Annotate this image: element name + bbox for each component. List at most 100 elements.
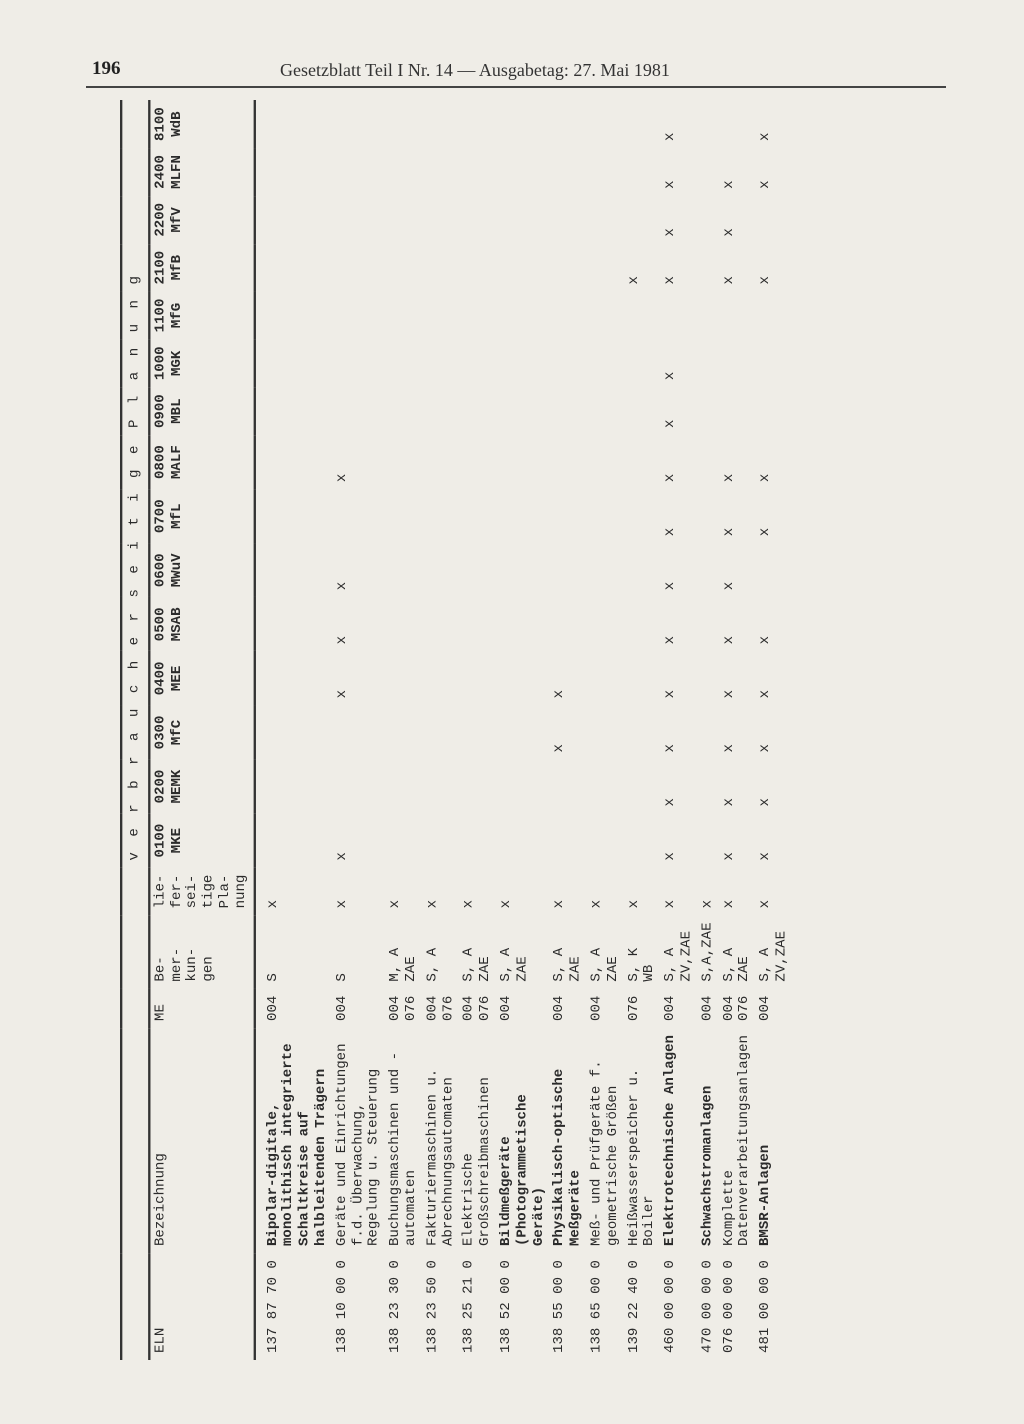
cell-bez: Bildmeßgeräte (Photogrammetische Geräte) (496, 1028, 549, 1253)
table-row: 138 10 00 0Geräte und Einrichtungen f.d.… (332, 100, 385, 1360)
cell-lief: x (660, 868, 697, 916)
cell-c0600 (459, 543, 496, 597)
cell-c2400: x (755, 148, 792, 196)
cell-me: 004 (586, 989, 623, 1028)
col-header-c0600: 0600 MWuV (149, 543, 254, 597)
cell-c1000 (422, 339, 459, 387)
col-header-c8100: 8100 WdB (149, 100, 254, 148)
cell-c1000 (332, 339, 385, 387)
group-header-planung: P l a n u n g (121, 100, 149, 435)
cell-c0700: x (718, 489, 755, 543)
rotated-table-wrap: v e r b r a u c h e r s e i t i g eP l a… (120, 100, 792, 1360)
cell-c0500: x (755, 597, 792, 651)
cell-lief: x (549, 868, 586, 916)
cell-c2100 (385, 244, 422, 292)
cell-c0700 (549, 489, 586, 543)
cell-c0800 (549, 435, 586, 489)
cell-c0900 (422, 387, 459, 435)
table-row: 076 00 00 0Komplette Datenverarbeitungsa… (718, 100, 755, 1360)
cell-c0700 (623, 489, 660, 543)
table-row: 138 23 30 0Buchungsmaschinen und -automa… (385, 100, 422, 1360)
cell-c0600 (549, 543, 586, 597)
header-rule (86, 86, 946, 88)
col-header-c0300: 0300 MfC (149, 705, 254, 759)
cell-c8100 (496, 100, 549, 148)
cell-c0400 (422, 651, 459, 705)
cell-c0500 (459, 597, 496, 651)
cell-bez: Elektrische Großschreibmaschinen (459, 1028, 496, 1253)
cell-c0400 (586, 651, 623, 705)
cell-c0400 (496, 651, 549, 705)
cell-c0800: x (660, 435, 697, 489)
cell-c0300 (623, 705, 660, 759)
cell-bem: S, A ZAE (459, 915, 496, 988)
cell-c2200 (755, 196, 792, 244)
cell-bez: Komplette Datenverarbeitungsanlagen (718, 1028, 755, 1253)
cell-c2200 (332, 196, 385, 244)
cell-c1000 (459, 339, 496, 387)
running-header: Gesetzblatt Teil I Nr. 14 — Ausgabetag: … (280, 60, 670, 81)
cell-c2100 (254, 244, 332, 292)
cell-c1000: x (660, 339, 697, 387)
cell-c0600: x (660, 543, 697, 597)
col-header-bez: Bezeichnung (149, 1028, 254, 1253)
col-header-c0500: 0500 MSAB (149, 597, 254, 651)
cell-c0100 (586, 814, 623, 868)
cell-c2400: x (718, 148, 755, 196)
cell-eln: 460 00 00 0 (660, 1253, 697, 1360)
cell-c0800 (586, 435, 623, 489)
cell-c2100: x (718, 244, 755, 292)
col-header-eln: ELN (149, 1253, 254, 1360)
cell-lief: x (459, 868, 496, 916)
cell-c2100: x (623, 244, 660, 292)
cell-c0800 (385, 435, 422, 489)
cell-c0100: x (332, 814, 385, 868)
cell-c0200 (586, 759, 623, 813)
cell-c0100 (697, 814, 718, 868)
cell-c0200 (459, 759, 496, 813)
cell-c0500 (496, 597, 549, 651)
cell-c0900 (755, 387, 792, 435)
cell-eln: 137 87 70 0 (254, 1253, 332, 1360)
cell-c2400 (385, 148, 422, 196)
cell-c0200: x (755, 759, 792, 813)
col-header-c2200: 2200 MfV (149, 196, 254, 244)
cell-c0500: x (660, 597, 697, 651)
cell-c0500 (254, 597, 332, 651)
nomenclature-table: v e r b r a u c h e r s e i t i g eP l a… (120, 100, 792, 1360)
cell-c1100 (496, 292, 549, 340)
cell-c0200 (385, 759, 422, 813)
cell-c2200 (254, 196, 332, 244)
cell-c2400 (623, 148, 660, 196)
col-header-c0100: 0100 MKE (149, 814, 254, 868)
cell-bem: S, A ZV,ZAE (755, 915, 792, 988)
cell-c2400 (332, 148, 385, 196)
cell-bem: S, A ZV,ZAE (660, 915, 697, 988)
cell-c0400: x (660, 651, 697, 705)
cell-c0900: x (660, 387, 697, 435)
cell-c0100 (385, 814, 422, 868)
col-header-bem: Be- mer- kun- gen (149, 915, 254, 988)
cell-lief: x (422, 868, 459, 916)
cell-c0300 (496, 705, 549, 759)
cell-c8100 (697, 100, 718, 148)
cell-c0100: x (718, 814, 755, 868)
cell-c8100 (422, 100, 459, 148)
col-header-c0400: 0400 MEE (149, 651, 254, 705)
cell-c0300 (385, 705, 422, 759)
cell-c0100: x (755, 814, 792, 868)
cell-me: 004 (697, 989, 718, 1028)
cell-c0200 (254, 759, 332, 813)
cell-c2200 (496, 196, 549, 244)
cell-lief: x (332, 868, 385, 916)
group-header-blank (121, 868, 149, 1360)
cell-bem: S, K WB (623, 915, 660, 988)
cell-c2200 (586, 196, 623, 244)
cell-me: 004 076 (422, 989, 459, 1028)
cell-me: 076 (623, 989, 660, 1028)
cell-c0100 (623, 814, 660, 868)
cell-c1100 (422, 292, 459, 340)
cell-c1100 (718, 292, 755, 340)
cell-c2100 (697, 244, 718, 292)
cell-lief: x (496, 868, 549, 916)
